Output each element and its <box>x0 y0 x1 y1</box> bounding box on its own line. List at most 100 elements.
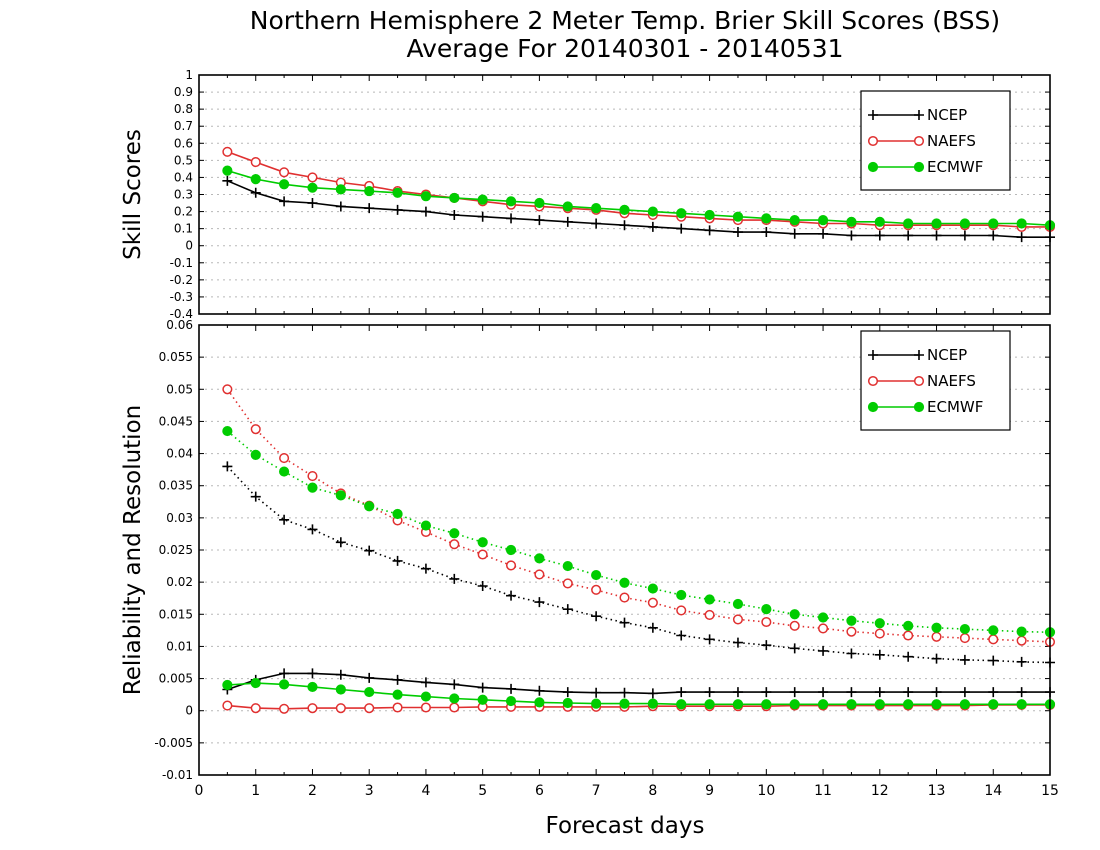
x-tick-label: 8 <box>648 783 657 799</box>
data-point-ncep <box>250 187 261 198</box>
data-point-ncep <box>676 223 687 234</box>
data-point-ncep <box>732 637 743 648</box>
data-point-naefs <box>307 703 318 714</box>
data-point-ecmwf <box>732 211 744 222</box>
series-naefs-dotted <box>222 384 1056 647</box>
legend-marker <box>867 375 879 387</box>
data-point-ncep <box>988 230 999 241</box>
legend-marker <box>867 401 879 413</box>
data-point-naefs <box>222 146 233 157</box>
x-tick-label: 12 <box>871 783 889 799</box>
data-point-ncep <box>420 563 431 574</box>
data-point-ncep <box>1016 656 1027 667</box>
data-point-ecmwf <box>279 466 290 477</box>
data-point-ecmwf <box>903 218 914 229</box>
data-point-ncep <box>988 655 999 666</box>
data-point-ecmwf <box>562 201 573 212</box>
plot-frame <box>198 324 1051 776</box>
x-axis-label: Forecast days <box>546 813 705 839</box>
data-point-ecmwf <box>647 583 658 594</box>
data-point-ncep <box>477 581 488 591</box>
data-point-naefs <box>335 703 346 714</box>
data-point-ncep <box>506 683 517 694</box>
legend-marker <box>867 135 879 147</box>
data-point-ecmwf <box>477 194 488 205</box>
y-tick-label: 0.02 <box>166 575 193 589</box>
legend-label-ncep: NCEP <box>927 346 967 364</box>
legend-marker <box>868 110 878 120</box>
series-ncep-dotted <box>222 461 1055 668</box>
data-point-ncep <box>335 201 346 212</box>
data-point-ecmwf <box>789 699 800 710</box>
x-tick-label: 13 <box>928 783 946 799</box>
data-point-ecmwf <box>250 677 261 689</box>
data-point-ncep <box>307 668 318 679</box>
data-point-ecmwf <box>1016 218 1027 229</box>
legend-marker <box>867 161 879 173</box>
data-point-ncep <box>477 682 488 693</box>
data-point-ncep <box>931 230 942 241</box>
data-point-ecmwf <box>761 213 772 224</box>
y-tick-label: 0.2 <box>174 205 193 219</box>
data-point-ncep <box>420 206 431 217</box>
data-point-ecmwf <box>250 174 261 185</box>
data-point-ncep <box>307 198 318 209</box>
series-ecmwf-solid <box>222 677 1056 710</box>
data-point-naefs <box>534 569 545 580</box>
x-tick-label: 15 <box>1041 783 1059 799</box>
data-point-ncep <box>874 687 885 698</box>
data-point-ecmwf <box>931 218 942 229</box>
data-point-ncep <box>647 221 658 232</box>
data-point-naefs <box>222 384 233 395</box>
data-point-ecmwf <box>222 165 233 176</box>
data-point-ecmwf <box>335 684 346 695</box>
data-point-ecmwf <box>931 622 942 633</box>
legend-label-ecmwf: ECMWF <box>927 158 983 176</box>
data-point-ecmwf <box>959 699 971 710</box>
data-point-ncep <box>279 196 290 207</box>
data-point-ecmwf <box>250 449 261 460</box>
data-point-ncep <box>449 209 460 220</box>
x-tick-label: 7 <box>592 783 601 799</box>
data-point-ncep <box>647 688 658 699</box>
data-point-ecmwf <box>505 695 517 707</box>
data-point-ncep <box>846 230 857 241</box>
data-point-ncep <box>562 604 573 615</box>
data-point-ncep <box>1016 687 1027 698</box>
legend-label-naefs: NAEFS <box>927 132 976 150</box>
y-tick-label: -0.1 <box>170 256 193 270</box>
data-point-ecmwf <box>591 203 602 214</box>
y-tick-label: 0.9 <box>174 85 193 99</box>
y-tick-label: -0.3 <box>170 290 193 304</box>
data-point-naefs <box>761 616 772 628</box>
data-point-ncep <box>449 573 460 584</box>
y-tick-label: 0.6 <box>174 136 193 150</box>
data-point-ecmwf <box>420 520 432 531</box>
data-point-ecmwf <box>420 691 432 702</box>
data-point-ecmwf <box>449 693 460 704</box>
data-point-ncep <box>704 634 715 645</box>
data-point-ecmwf <box>732 598 744 610</box>
data-point-ncep <box>789 643 800 654</box>
data-point-ecmwf <box>364 686 375 698</box>
data-point-ncep <box>732 687 743 698</box>
data-point-ecmwf <box>619 577 630 588</box>
data-point-ecmwf <box>988 699 999 710</box>
data-point-ecmwf <box>420 191 432 202</box>
data-point-ecmwf <box>761 699 772 710</box>
data-point-ecmwf <box>335 184 346 195</box>
y-tick-label: 0.4 <box>174 170 193 184</box>
data-point-ncep <box>477 211 488 222</box>
data-point-naefs <box>818 623 829 634</box>
data-point-ncep <box>392 674 403 685</box>
data-point-ncep <box>562 687 573 698</box>
y-tick-label: 0.8 <box>174 102 193 116</box>
data-point-ncep <box>789 687 800 698</box>
data-point-ecmwf <box>619 204 630 215</box>
data-point-ecmwf <box>562 697 573 709</box>
data-point-ecmwf <box>591 569 602 581</box>
y-tick-label: 0.045 <box>159 414 193 428</box>
data-point-ncep <box>364 203 375 214</box>
data-point-ecmwf <box>449 192 460 204</box>
data-point-ecmwf <box>846 615 857 626</box>
